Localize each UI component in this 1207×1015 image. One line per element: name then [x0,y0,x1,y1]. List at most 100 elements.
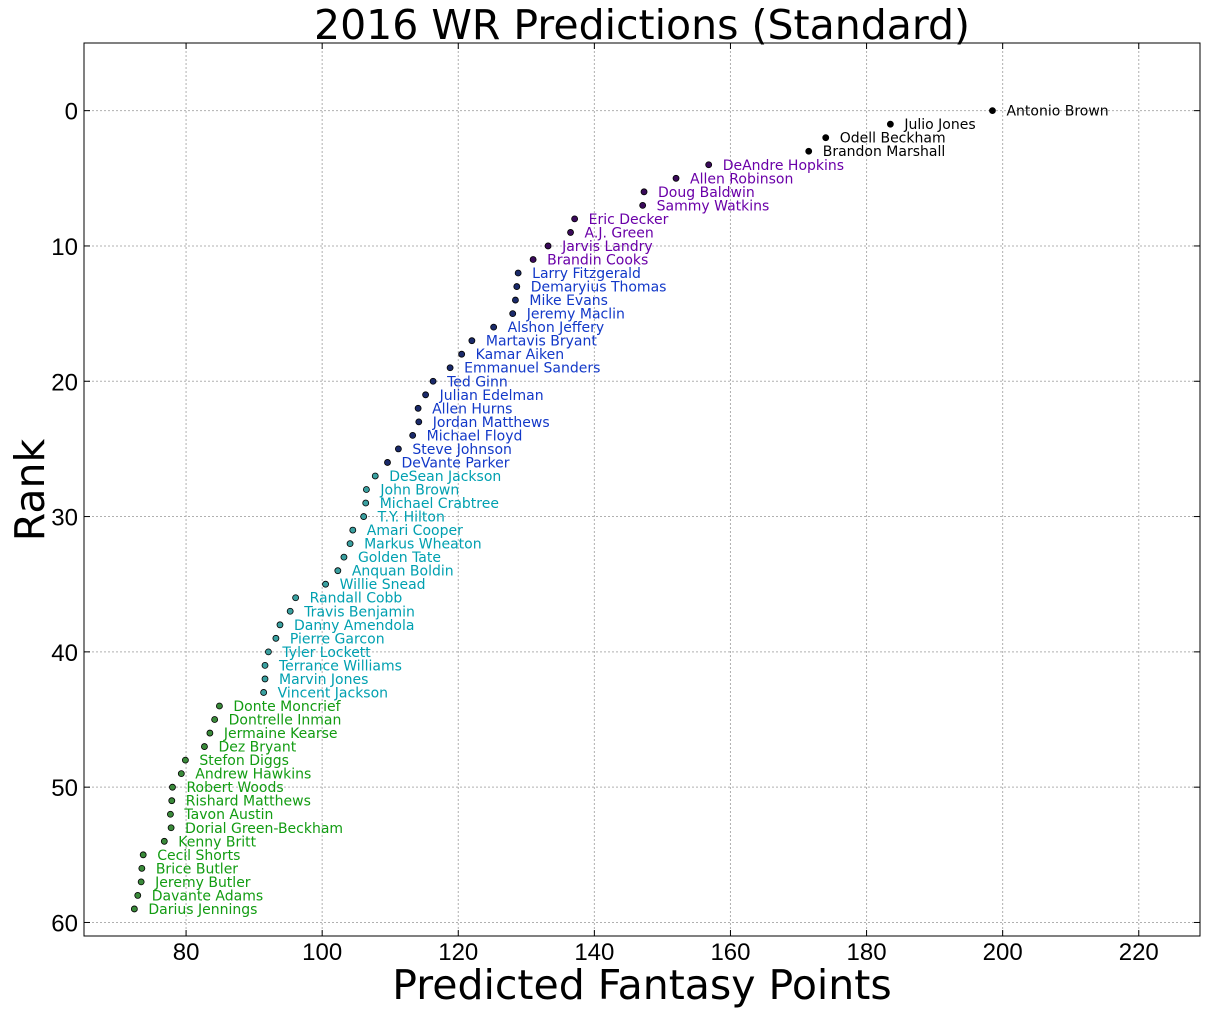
point-label: Travis Benjamin [303,604,415,620]
data-point [286,607,294,615]
point-label: Michael Floyd [427,428,523,444]
data-point [346,540,354,548]
data-point [167,810,174,818]
data-point [276,621,284,629]
data-point [414,404,422,412]
point-label: Darius Jennings [148,902,257,918]
point-label: DeAndre Hopkins [723,158,844,174]
point-label: Ted Ginn [446,374,508,390]
chart-title: 2016 WR Predictions (Standard) [314,1,970,49]
point-label: Brice Butler [156,861,238,877]
data-point [512,296,519,304]
point-label: Alshon Jeffery [508,320,605,336]
point-label: Larry Fitzgerald [532,266,641,282]
point-label: T.Y. Hilton [377,510,445,526]
y-tick-label: 40 [51,640,78,667]
point-label: Doug Baldwin [658,185,755,201]
data-point [177,770,185,778]
point-label: Terrance Williams [278,658,402,674]
data-point [458,350,466,358]
axis-ticks: 80 100 120 140 160 180 200 220 0 10 20 30 40 50 60 [51,43,1200,966]
data-point [261,661,269,669]
data-point [134,892,142,899]
y-tick-label: 0 [65,99,78,126]
point-label: Danny Amendola [294,618,414,634]
data-point [822,134,830,142]
point-label: Jeremy Maclin [526,307,625,323]
point-label: Emmanuel Sanders [464,361,600,377]
data-point [362,499,370,507]
x-tick-label: 180 [847,939,887,966]
point-label: Jeremy Butler [154,875,251,891]
point-label: Randall Cobb [310,591,403,607]
data-point [544,242,552,250]
data-point [265,648,272,656]
point-label: Kenny Britt [178,834,256,850]
x-axis-label: Predicted Fantasy Points [392,961,891,1009]
data-point [216,702,223,710]
point-label: Willie Snead [340,577,426,593]
point-label: Allen Robinson [690,171,793,187]
data-point [639,201,647,209]
x-tick-label: 140 [574,939,614,966]
point-label: Tyler Lockett [281,645,371,661]
point-label: Vincent Jackson [278,685,388,701]
point-label: Dorial Green-Beckham [185,821,343,837]
data-point [468,337,476,345]
data-point [160,837,168,845]
plot-frame [83,42,1201,937]
point-label: Robert Woods [186,780,283,796]
point-label: Jermaine Kearse [223,726,338,742]
point-label: Pierre Garcon [290,631,385,647]
point-label: Markus Wheaton [364,537,482,553]
data-point [514,269,522,277]
y-tick-label: 20 [51,369,78,396]
point-label: Kamar Aiken [476,347,565,363]
point-label: DeSean Jackson [389,469,501,485]
data-point [886,120,894,128]
data-point [261,675,269,683]
x-tick-label: 120 [438,939,478,966]
data-point [394,445,402,453]
point-label: Stefon Diggs [199,753,289,769]
data-point [363,486,370,493]
data-point [672,174,680,182]
data-point [513,283,521,290]
data-point [360,513,368,520]
data-point [167,824,175,832]
x-tick-label: 220 [1119,939,1159,966]
data-point [201,743,208,750]
data-point [272,634,280,642]
point-label: A.J. Green [585,225,654,241]
point-label: Cecil Shorts [157,848,240,864]
y-axis-label: Rank [6,439,54,542]
y-tick-label: 30 [51,505,78,532]
point-label: Anquan Boldin [352,564,454,580]
point-label: Steve Johnson [412,442,512,458]
data-point [137,878,145,886]
point-label: Dez Bryant [218,740,296,756]
x-tick-label: 160 [710,939,750,966]
data-point [446,364,454,372]
point-label: Marvin Jones [279,672,368,688]
data-point [422,391,430,399]
point-label: John Brown [379,483,459,499]
point-label: Julian Edelman [439,388,544,404]
data-point [260,689,268,696]
point-label: Golden Tate [358,550,441,566]
data-point [384,459,391,466]
y-tick-label: 50 [51,775,78,802]
data-point [805,147,813,155]
point-label: Amari Cooper [367,523,463,539]
data-point [640,188,648,196]
x-tick-label: 80 [173,939,200,966]
point-label: Davante Adams [152,888,263,904]
point-label: Michael Crabtree [380,496,499,512]
point-label: Dontrelle Inman [229,713,342,729]
data-point [181,756,189,764]
data-point [529,256,537,263]
data-point [168,797,176,805]
point-label: Allen Hurns [432,401,512,417]
